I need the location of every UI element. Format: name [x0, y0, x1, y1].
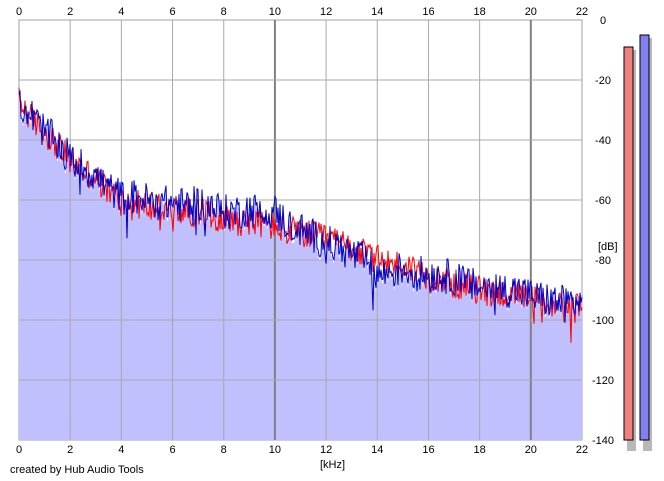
x-tick-label-top: 14	[371, 6, 383, 18]
x-tick-label-top: 16	[422, 6, 434, 18]
x-tick-label-top: 22	[576, 6, 588, 18]
x-tick-label-top: 6	[169, 6, 175, 18]
series-line-1	[18, 90, 583, 324]
x-tick-label-top: 0	[16, 6, 22, 18]
x-tick-label-top: 12	[320, 6, 332, 18]
x-tick-label-top: 2	[67, 6, 73, 18]
y-tick-label: 0	[600, 15, 606, 27]
y-tick-label: -120	[592, 375, 614, 387]
x-tick-label-top: 8	[221, 6, 227, 18]
y-tick-label: -100	[592, 315, 614, 327]
y-tick-label: -60	[595, 195, 611, 207]
x-tick-label-bottom: 10	[269, 444, 281, 456]
x-tick-label-bottom: 18	[474, 444, 486, 456]
x-tick-label-bottom: 12	[320, 444, 332, 456]
x-tick-label-bottom: 4	[118, 444, 124, 456]
x-tick-label-bottom: 0	[16, 444, 22, 456]
x-tick-label-bottom: 14	[371, 444, 383, 456]
y-tick-label: -20	[595, 75, 611, 87]
x-tick-label-bottom: 8	[221, 444, 227, 456]
x-tick-label-top: 20	[525, 6, 537, 18]
x-tick-label-top: 18	[474, 6, 486, 18]
spectrum-fill	[19, 94, 582, 440]
y-tick-label: -40	[595, 135, 611, 147]
x-tick-label-top: 10	[269, 6, 281, 18]
grid	[19, 20, 582, 440]
credit-text: created by Hub Audio Tools	[10, 464, 144, 476]
x-tick-label-bottom: 6	[169, 444, 175, 456]
x-tick-label-bottom: 2	[67, 444, 73, 456]
x-tick-label-bottom: 16	[422, 444, 434, 456]
level-meter-bar	[639, 34, 650, 441]
level-meter-bar	[623, 46, 634, 441]
y-ticks: 0 -20 -40 -60 -80 -100 -120 -140	[592, 15, 614, 447]
series-group	[18, 87, 583, 343]
level-meters	[623, 34, 652, 451]
area-fill	[19, 94, 582, 440]
y-tick-label: -140	[592, 435, 614, 447]
y-axis-label: [dB]	[598, 241, 618, 253]
x-tick-label-bottom: 20	[525, 444, 537, 456]
x-ticks-top: 0 2 4 6 8 10 12 14 16 18 20 22	[16, 6, 588, 18]
x-tick-label-top: 4	[118, 6, 124, 18]
x-axis-label: [kHz]	[320, 459, 345, 471]
y-tick-label: -80	[595, 255, 611, 267]
x-tick-label-bottom: 22	[576, 444, 588, 456]
x-ticks-bottom: 0 2 4 6 8 10 12 14 16 18 20 22	[16, 444, 588, 456]
